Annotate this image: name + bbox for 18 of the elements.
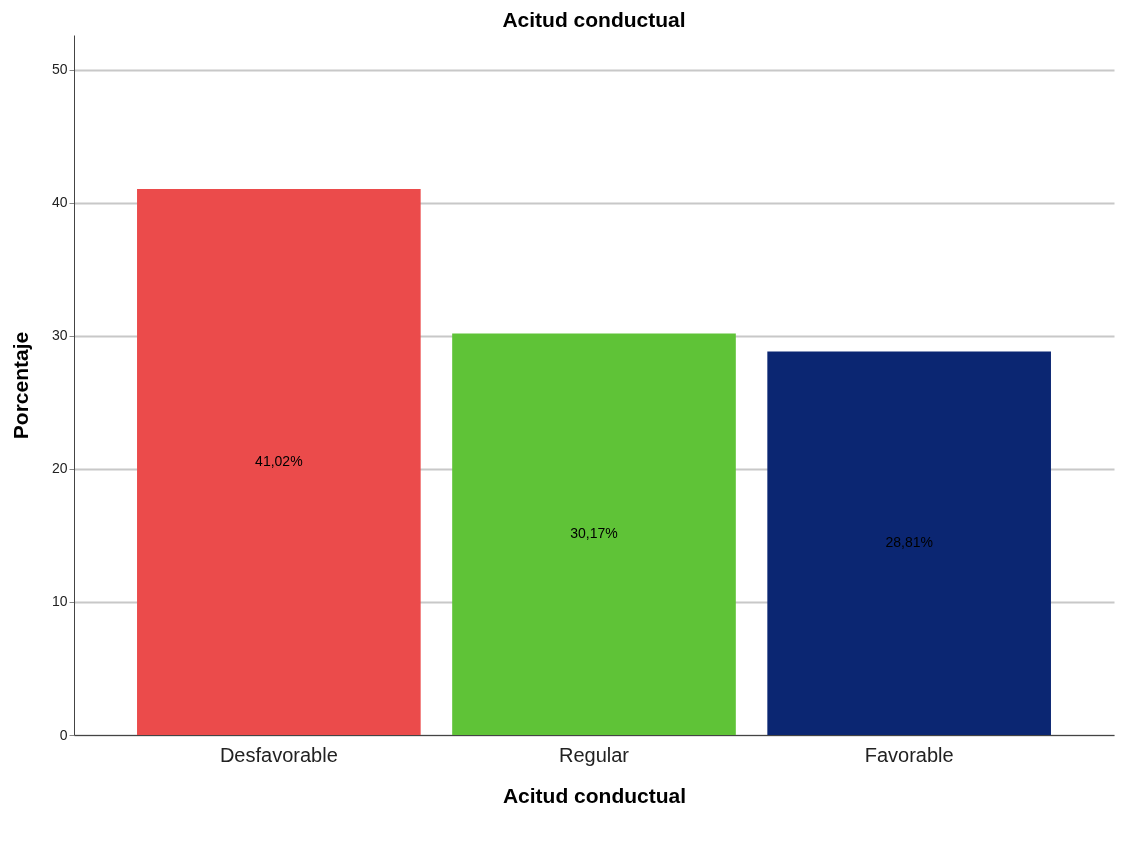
- y-axis-title: Porcentaje: [8, 331, 32, 440]
- x-tick-label: Desfavorable: [219, 743, 338, 766]
- y-tick-label: 50: [51, 61, 68, 78]
- chart-title: Acitud conductual: [502, 8, 686, 31]
- y-tick-label: 0: [59, 726, 68, 743]
- x-axis-title: Acitud conductual: [502, 783, 687, 807]
- data-label: 30,17%: [570, 525, 618, 542]
- x-tick-label: Regular: [558, 743, 630, 766]
- y-tick-label: 10: [51, 593, 68, 610]
- y-tick-label: 30: [51, 327, 68, 344]
- y-tick-label: 20: [51, 460, 68, 477]
- x-tick-label: Favorable: [864, 743, 954, 766]
- y-tick-label: 40: [51, 194, 68, 211]
- bar: [767, 351, 1051, 735]
- data-label: 41,02%: [255, 453, 303, 470]
- bar: [452, 333, 736, 735]
- bar: [137, 189, 421, 735]
- data-label: 28,81%: [885, 534, 933, 551]
